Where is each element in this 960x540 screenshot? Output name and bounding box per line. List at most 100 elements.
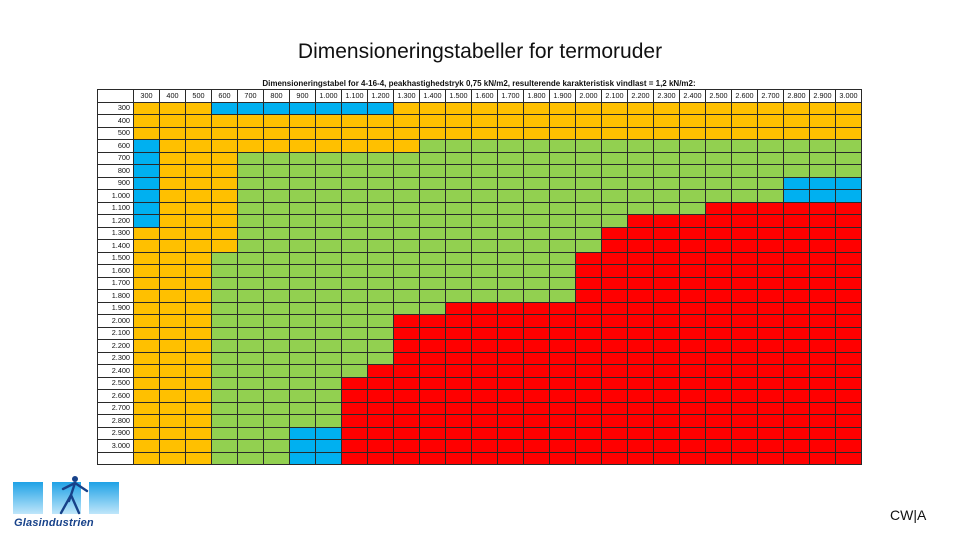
table-cell [341, 326, 368, 340]
table-cell [757, 426, 784, 440]
table-cell [289, 151, 316, 165]
table-cell [835, 239, 862, 253]
table-cell [549, 151, 576, 165]
table-cell [679, 251, 706, 265]
table-cell [341, 364, 368, 378]
table-cell [341, 226, 368, 240]
row-header: 1.800 [97, 289, 134, 303]
table-cell [731, 101, 758, 115]
table-cell [237, 164, 264, 178]
table-cell [601, 176, 628, 190]
table-cell [757, 326, 784, 340]
table-cell [289, 251, 316, 265]
table-cell [731, 439, 758, 453]
table-cell [731, 176, 758, 190]
table-cell [393, 214, 420, 228]
table-cell [809, 314, 836, 328]
table-cell [783, 414, 810, 428]
table-cell [601, 276, 628, 290]
row-header: 3.000 [97, 439, 134, 453]
table-cell [185, 176, 212, 190]
row-header: 1.200 [97, 214, 134, 228]
table-cell [653, 101, 680, 115]
table-cell [575, 164, 602, 178]
table-cell [393, 226, 420, 240]
table-cell [575, 389, 602, 403]
table-cell [237, 364, 264, 378]
table-cell [783, 289, 810, 303]
row-header: 2.600 [97, 389, 134, 403]
table-cell [679, 376, 706, 390]
table-cell [159, 326, 186, 340]
table-cell [367, 239, 394, 253]
table-row: 2.800 [97, 414, 862, 428]
table-cell [419, 189, 446, 203]
table-cell [289, 314, 316, 328]
column-header: 2.900 [809, 89, 836, 103]
table-cell [185, 126, 212, 140]
table-row: 3.000 [97, 439, 862, 453]
table-cell [835, 364, 862, 378]
table-cell [315, 301, 342, 315]
table-cell [783, 264, 810, 278]
table-cell [549, 426, 576, 440]
table-cell [367, 414, 394, 428]
table-cell [653, 226, 680, 240]
table-cell [471, 401, 498, 415]
table-cell [445, 101, 472, 115]
table-cell [627, 151, 654, 165]
table-cell [835, 414, 862, 428]
table-cell [783, 226, 810, 240]
table-cell [523, 326, 550, 340]
table-cell [757, 401, 784, 415]
table-cell [471, 289, 498, 303]
table-cell [159, 151, 186, 165]
table-cell [757, 201, 784, 215]
table-cell [601, 164, 628, 178]
table-cell [133, 239, 160, 253]
table-cell [627, 401, 654, 415]
table-cell [289, 439, 316, 453]
table-cell [419, 239, 446, 253]
table-cell [263, 114, 290, 128]
logo-text: Glasindustrien [14, 517, 94, 529]
table-cell [835, 289, 862, 303]
table-cell [783, 401, 810, 415]
table-cell [263, 164, 290, 178]
table-cell [133, 101, 160, 115]
table-cell [159, 176, 186, 190]
table-cell [549, 114, 576, 128]
table-cell [315, 276, 342, 290]
table-cell [159, 289, 186, 303]
table-cell [237, 151, 264, 165]
table-cell [419, 351, 446, 365]
table-cell [497, 439, 524, 453]
table-cell [575, 401, 602, 415]
table-cell [237, 276, 264, 290]
table-cell [757, 151, 784, 165]
table-cell [341, 139, 368, 153]
table-cell [393, 326, 420, 340]
table-cell [497, 401, 524, 415]
table-cell [627, 376, 654, 390]
table-cell [315, 189, 342, 203]
table-cell [393, 114, 420, 128]
table-cell [315, 101, 342, 115]
table-cell [445, 426, 472, 440]
table-cell [705, 201, 732, 215]
table-cell [263, 251, 290, 265]
table-cell [549, 126, 576, 140]
table-cell [133, 364, 160, 378]
table-cell [263, 226, 290, 240]
column-header: 1.100 [341, 89, 368, 103]
table-cell [497, 201, 524, 215]
table-cell [757, 289, 784, 303]
table-cell [627, 239, 654, 253]
table-cell [627, 276, 654, 290]
table-cell [575, 126, 602, 140]
table-cell [757, 351, 784, 365]
table-cell [159, 439, 186, 453]
table-cell [809, 164, 836, 178]
table-cell [419, 389, 446, 403]
table-cell [315, 114, 342, 128]
